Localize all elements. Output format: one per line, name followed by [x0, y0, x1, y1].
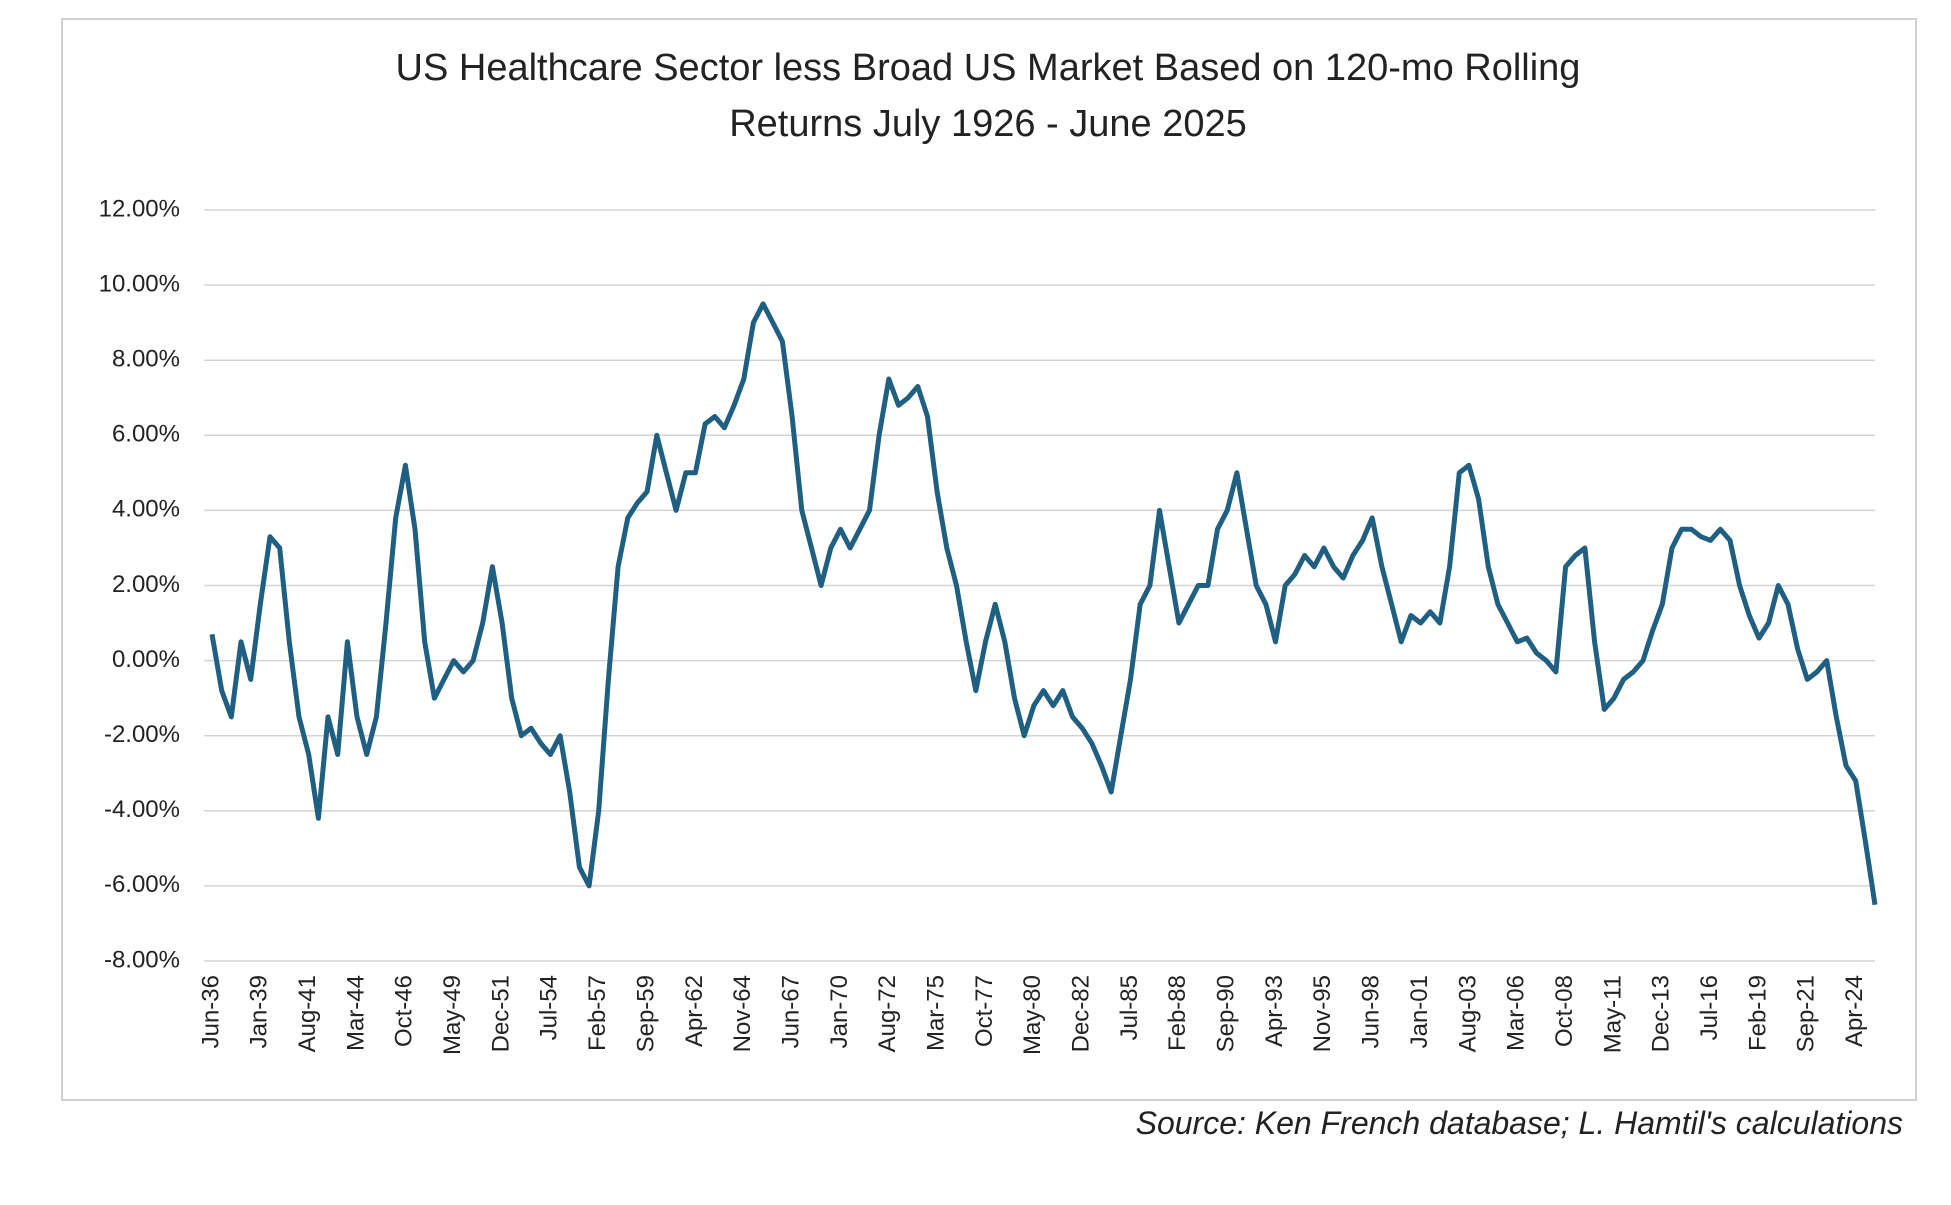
y-tick-label: 6.00% — [112, 421, 180, 448]
x-tick-label: Jul-85 — [1116, 975, 1143, 1040]
chart-title: US Healthcare Sector less Broad US Marke… — [396, 47, 1581, 89]
x-tick-label: Mar-44 — [342, 975, 369, 1051]
y-tick-label: -8.00% — [104, 946, 180, 973]
data-line — [209, 301, 1878, 906]
x-tick-label: Nov-95 — [1309, 975, 1336, 1052]
x-tick-label: Mar-06 — [1503, 975, 1530, 1051]
y-tick-label: 12.00% — [99, 195, 180, 222]
x-tick-label: Dec-82 — [1068, 975, 1095, 1052]
x-tick-label: Jul-16 — [1696, 975, 1723, 1040]
x-tick-label: Nov-64 — [729, 975, 756, 1052]
x-tick-label: Oct-46 — [391, 975, 418, 1047]
x-tick-label: Apr-62 — [681, 975, 708, 1047]
x-tick-label: Aug-72 — [874, 975, 901, 1052]
y-tick-label: -2.00% — [104, 721, 180, 748]
y-tick-label: 0.00% — [112, 646, 180, 673]
y-tick-label: 2.00% — [112, 571, 180, 598]
x-tick-label: Jun-36 — [197, 975, 224, 1048]
x-tick-label: Sep-21 — [1793, 975, 1820, 1052]
x-tick-label: Mar-75 — [922, 975, 949, 1051]
x-tick-label: Aug-03 — [1454, 975, 1481, 1052]
x-tick-label: Jul-54 — [536, 975, 563, 1040]
x-tick-label: Dec-13 — [1648, 975, 1675, 1052]
x-tick-label: Jan-39 — [246, 975, 273, 1048]
chart-subtitle: Returns July 1926 - June 2025 — [729, 103, 1247, 145]
x-tick-label: May-49 — [439, 975, 466, 1055]
x-tick-label: Feb-57 — [584, 975, 611, 1051]
x-tick-label: Sep-59 — [632, 975, 659, 1052]
x-tick-label: Apr-24 — [1841, 975, 1868, 1047]
y-tick-label: -4.00% — [104, 796, 180, 823]
x-tick-label: Apr-93 — [1261, 975, 1288, 1047]
x-tick-label: Jun-67 — [777, 975, 804, 1048]
y-tick-label: -6.00% — [104, 871, 180, 898]
x-tick-label: Jan-70 — [826, 975, 853, 1048]
x-tick-label: Feb-19 — [1744, 975, 1771, 1051]
y-tick-label: 10.00% — [99, 270, 180, 297]
x-tick-label: Oct-08 — [1551, 975, 1578, 1047]
x-tick-label: Sep-90 — [1213, 975, 1240, 1052]
x-tick-label: Feb-88 — [1164, 975, 1191, 1051]
x-tick-label: Oct-77 — [971, 975, 998, 1047]
x-tick-label: May-80 — [1019, 975, 1046, 1055]
x-tick-label: Aug-41 — [294, 975, 321, 1052]
y-tick-label: 4.00% — [112, 496, 180, 523]
x-tick-label: May-11 — [1599, 975, 1626, 1053]
chart-frame — [61, 18, 1917, 1101]
x-tick-label: Jun-98 — [1358, 975, 1385, 1048]
x-tick-label: Dec-51 — [487, 975, 514, 1052]
y-tick-label: 8.00% — [112, 346, 180, 373]
source-note: Source: Ken French database; L. Hamtil's… — [1136, 1105, 1903, 1141]
x-tick-label: Jan-01 — [1406, 975, 1433, 1048]
